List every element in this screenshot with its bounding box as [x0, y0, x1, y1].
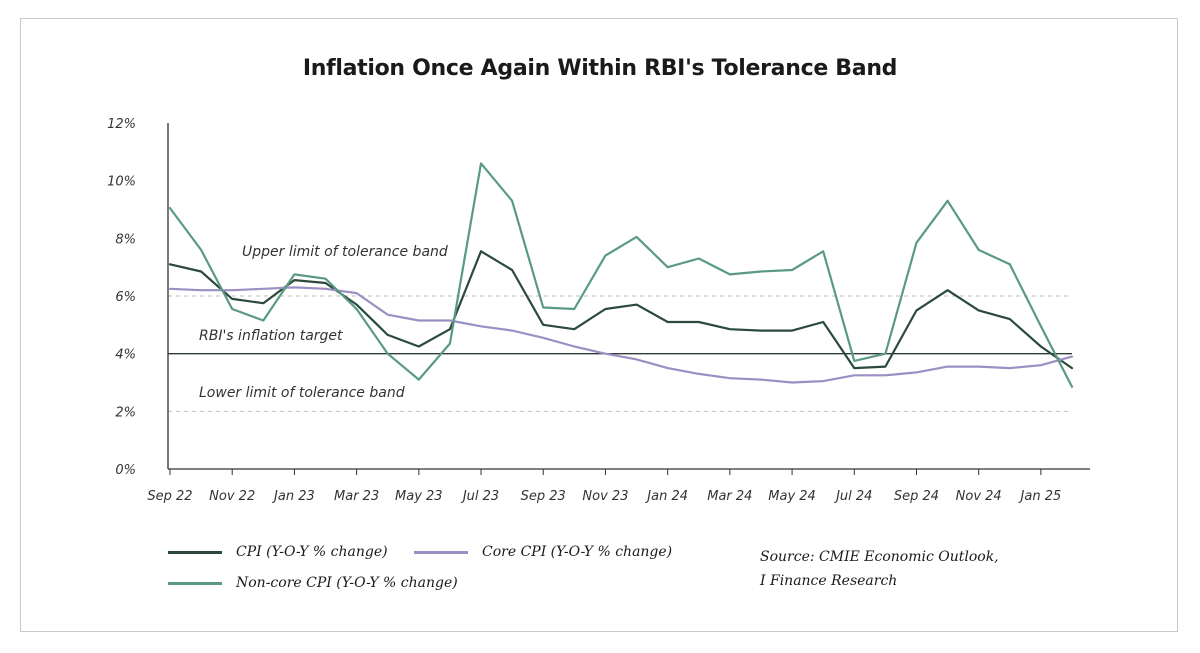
- legend-item-cpi: CPI (Y-O-Y % change): [168, 544, 388, 560]
- series-line-0: [168, 250, 1074, 370]
- y-tick-label: 10%: [107, 175, 136, 190]
- x-tick-label: Mar 24: [707, 489, 752, 504]
- chart-title: Inflation Once Again Within RBI's Tolera…: [302, 56, 898, 81]
- chart-frame: [20, 18, 1178, 632]
- x-tick-label: Sep 23: [521, 489, 566, 504]
- x-tick-label: Jan 24: [644, 489, 688, 504]
- x-tick-label: Jul 23: [460, 489, 499, 504]
- x-tick-label: Mar 23: [334, 489, 379, 504]
- x-tick-label: May 24: [768, 489, 816, 504]
- source-line-2: I Finance Research: [760, 573, 898, 589]
- legend-swatch-non-core-cpi: [168, 581, 222, 585]
- series-line-2: [168, 162, 1074, 388]
- y-tick-label: 0%: [115, 463, 136, 478]
- x-tick-label: Jul 24: [833, 489, 872, 504]
- y-tick-label: 2%: [115, 405, 136, 420]
- x-tick-label: Sep 22: [147, 489, 192, 504]
- legend-label-core-cpi: Core CPI (Y-O-Y % change): [482, 544, 673, 560]
- legend-item-core-cpi: Core CPI (Y-O-Y % change): [414, 544, 672, 560]
- x-tick-label: Jan 23: [271, 489, 315, 504]
- x-tick-label: May 23: [395, 489, 443, 504]
- y-tick-label: 12%: [107, 117, 136, 132]
- legend-swatch-core-cpi: [414, 550, 468, 554]
- legend-label-non-core-cpi: Non-core CPI (Y-O-Y % change): [236, 575, 458, 591]
- x-tick-label: Sep 24: [894, 489, 939, 504]
- source-line-1: Source: CMIE Economic Outlook,: [760, 549, 999, 565]
- x-tick-label: Nov 23: [582, 489, 628, 504]
- x-tick-label: Nov 24: [956, 489, 1002, 504]
- series-line-1: [168, 286, 1074, 384]
- x-tick-label: Jan 25: [1018, 489, 1062, 504]
- source-note: Source: CMIE Economic Outlook, I Finance…: [760, 545, 999, 593]
- x-tick-label: Nov 22: [209, 489, 255, 504]
- y-tick-label: 8%: [115, 232, 136, 247]
- reference-label-2: Lower limit of tolerance band: [199, 385, 405, 401]
- y-tick-label: 6%: [115, 290, 136, 305]
- y-tick-label: 4%: [115, 348, 136, 363]
- legend-label-cpi: CPI (Y-O-Y % change): [236, 544, 388, 560]
- legend-swatch-cpi: [168, 550, 222, 554]
- reference-label-0: Upper limit of tolerance band: [242, 244, 448, 260]
- legend-item-non-core-cpi: Non-core CPI (Y-O-Y % change): [168, 575, 458, 591]
- reference-label-1: RBI's inflation target: [199, 328, 343, 344]
